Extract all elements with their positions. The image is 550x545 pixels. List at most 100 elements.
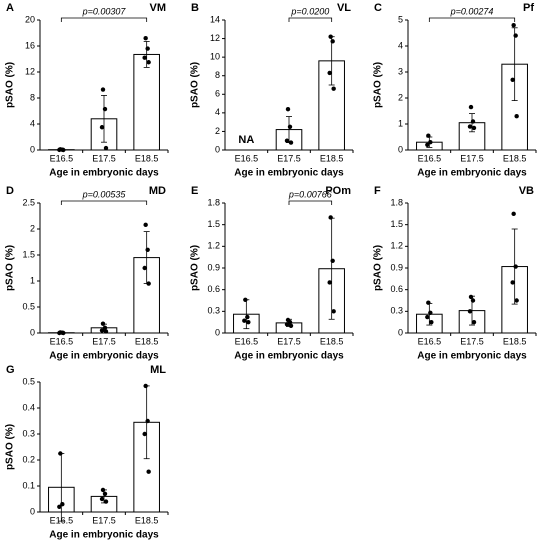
data-point bbox=[146, 281, 151, 286]
data-point bbox=[58, 451, 63, 456]
significance-bracket bbox=[60, 17, 148, 22]
data-point bbox=[103, 329, 109, 334]
data-point bbox=[146, 60, 151, 65]
bar bbox=[133, 53, 160, 151]
y-tick-label: 1.5 bbox=[207, 219, 220, 229]
data-point bbox=[468, 294, 474, 300]
y-tick-label: 8 bbox=[215, 70, 220, 80]
region-label: VB bbox=[519, 185, 534, 197]
x-tick-label: E16.5 bbox=[235, 336, 259, 346]
data-point bbox=[327, 70, 332, 76]
y-tick-label: 0 bbox=[215, 144, 220, 154]
data-point bbox=[287, 124, 293, 129]
x-tick-label: E18.5 bbox=[135, 515, 159, 525]
y-tick-label: 2.5 bbox=[22, 197, 35, 207]
data-point bbox=[61, 147, 66, 153]
y-tick-label: 0 bbox=[30, 327, 35, 337]
data-point bbox=[331, 86, 336, 91]
significance-bracket bbox=[288, 17, 333, 22]
x-tick-label: E17.5 bbox=[460, 336, 484, 346]
y-tick-label: 0.3 bbox=[207, 306, 220, 316]
data-point bbox=[99, 328, 105, 333]
data-point bbox=[245, 314, 250, 320]
y-tick-label: 1.5 bbox=[22, 249, 35, 259]
p-value: p=0.00766 bbox=[288, 189, 332, 199]
significance-bracket bbox=[428, 17, 516, 22]
data-point bbox=[513, 33, 518, 38]
y-tick-label: 0 bbox=[398, 327, 403, 337]
data-point bbox=[142, 55, 147, 60]
data-point bbox=[145, 247, 150, 252]
data-point bbox=[100, 321, 106, 326]
y-tick-label: 1.2 bbox=[390, 241, 403, 251]
data-point bbox=[470, 298, 476, 303]
x-axis-label: Age in embryonic days bbox=[49, 530, 159, 541]
y-tick-label: 10 bbox=[210, 52, 220, 62]
y-tick-label: 1.2 bbox=[207, 241, 220, 251]
data-point bbox=[513, 264, 518, 269]
data-point bbox=[330, 258, 335, 263]
x-tick-label: E16.5 bbox=[50, 336, 74, 346]
x-tick-label: E16.5 bbox=[50, 153, 74, 163]
p-value: p=0.00307 bbox=[82, 6, 127, 16]
panel-letter: C bbox=[374, 2, 382, 14]
data-point bbox=[102, 325, 108, 330]
x-tick-label: E16.5 bbox=[235, 153, 259, 163]
data-point bbox=[284, 322, 290, 327]
data-point bbox=[328, 215, 333, 220]
x-tick-label: E17.5 bbox=[92, 153, 116, 163]
x-tick-label: E16.5 bbox=[418, 336, 442, 346]
data-point bbox=[328, 34, 333, 39]
y-tick-label: 16 bbox=[25, 40, 35, 50]
y-tick-label: 0.3 bbox=[390, 306, 403, 316]
y-tick-label: 1.8 bbox=[390, 197, 403, 207]
significance-bracket bbox=[60, 200, 148, 205]
data-point bbox=[285, 106, 291, 112]
value-label: NA bbox=[238, 134, 254, 146]
x-tick-label: E17.5 bbox=[92, 336, 116, 346]
y-tick-label: 0 bbox=[30, 144, 35, 154]
y-tick-label: 1 bbox=[398, 118, 403, 128]
y-tick-label: 20 bbox=[25, 14, 35, 24]
data-point bbox=[514, 298, 519, 303]
data-point bbox=[428, 140, 433, 145]
data-point bbox=[511, 211, 516, 217]
data-point bbox=[103, 499, 109, 504]
data-point bbox=[246, 319, 251, 325]
data-point bbox=[425, 314, 430, 320]
y-tick-label: 6 bbox=[215, 89, 220, 99]
y-tick-label: 2 bbox=[215, 126, 220, 136]
y-tick-label: 12 bbox=[25, 66, 35, 76]
y-tick-label: 0.1 bbox=[22, 480, 35, 490]
x-tick-label: E17.5 bbox=[460, 153, 484, 163]
data-point bbox=[426, 300, 431, 305]
data-point bbox=[471, 319, 477, 325]
x-tick-label: E16.5 bbox=[418, 153, 442, 163]
y-tick-label: 4 bbox=[215, 107, 220, 117]
data-point bbox=[103, 145, 109, 151]
data-point bbox=[57, 504, 62, 509]
data-point bbox=[471, 125, 477, 131]
data-point bbox=[242, 318, 247, 323]
data-point bbox=[470, 119, 476, 124]
significance-bracket bbox=[288, 200, 333, 205]
data-point bbox=[510, 280, 515, 285]
y-tick-label: 0.2 bbox=[22, 454, 35, 464]
y-axis-label: pSAO (%) bbox=[373, 62, 384, 108]
data-point bbox=[514, 114, 519, 119]
data-point bbox=[428, 310, 433, 315]
data-point bbox=[467, 309, 473, 314]
data-point bbox=[331, 309, 336, 314]
y-axis-label: pSAO (%) bbox=[190, 245, 201, 291]
data-point bbox=[288, 323, 294, 328]
y-tick-label: 0.9 bbox=[207, 262, 220, 272]
x-tick-label: E17.5 bbox=[277, 336, 301, 346]
data-point bbox=[243, 297, 248, 302]
y-axis-label: pSAO (%) bbox=[5, 245, 16, 291]
data-point bbox=[425, 142, 430, 147]
y-tick-label: 2 bbox=[30, 223, 35, 233]
y-tick-label: 0.5 bbox=[22, 376, 35, 386]
x-tick-label: E18.5 bbox=[135, 153, 159, 163]
data-point bbox=[143, 383, 148, 389]
y-tick-label: 4 bbox=[30, 118, 35, 128]
